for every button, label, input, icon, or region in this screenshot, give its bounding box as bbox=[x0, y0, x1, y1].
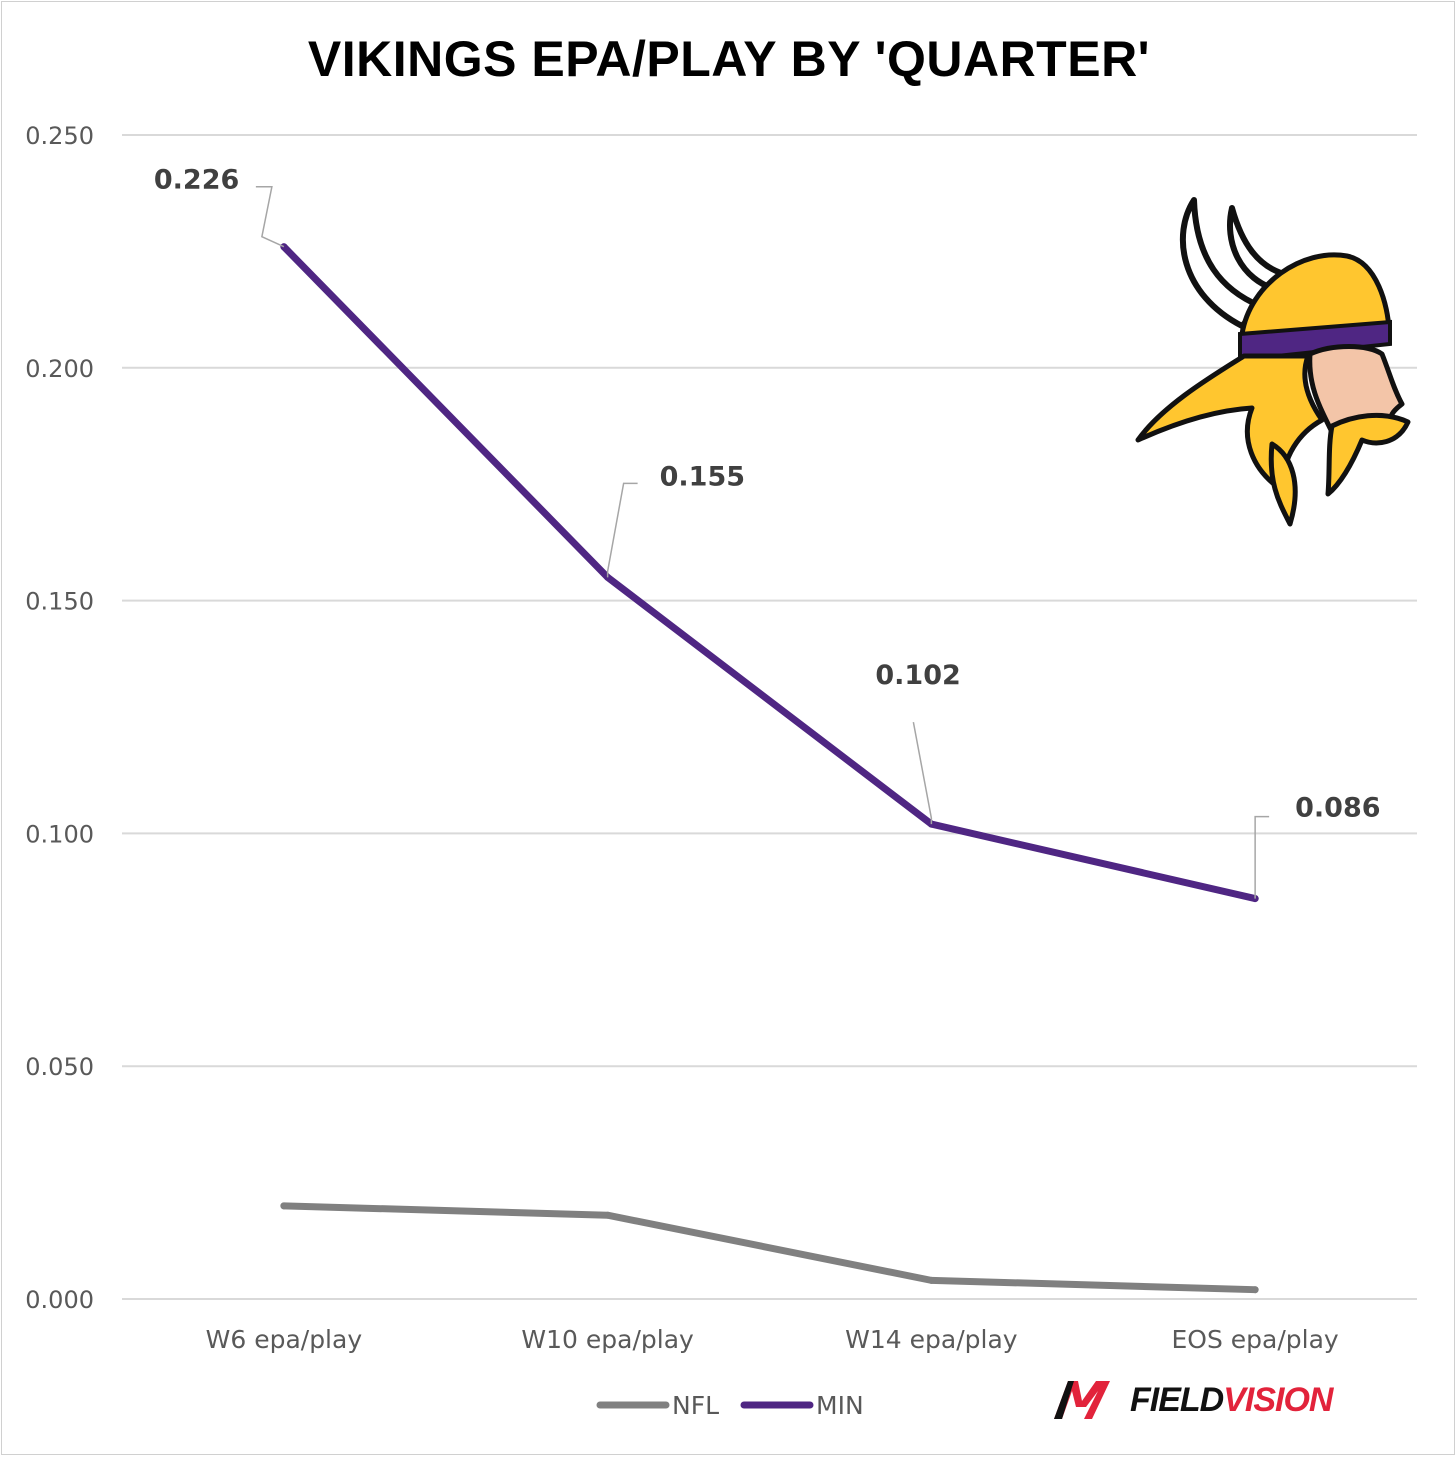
label-leader-line bbox=[255, 185, 285, 248]
data-point bbox=[604, 1211, 612, 1219]
gridlines bbox=[122, 134, 1417, 1300]
series-line-min bbox=[280, 243, 1259, 903]
wordmark-part2: VISION bbox=[1223, 1381, 1333, 1419]
legend-label: NFL bbox=[672, 1391, 719, 1420]
x-category-label: W6 epa/play bbox=[206, 1325, 363, 1354]
vikings-head-logo bbox=[1135, 197, 1411, 527]
data-point bbox=[280, 1202, 288, 1210]
data-label: 0.086 bbox=[1295, 793, 1380, 824]
data-label: 0.155 bbox=[660, 461, 745, 492]
wordmark-part1: FIELD bbox=[1130, 1381, 1224, 1419]
fieldvision-brand: FIELDVISION bbox=[1052, 1377, 1432, 1427]
y-tick-label: 0.100 bbox=[25, 820, 94, 848]
x-axis-categories: W6 epa/play W10 epa/play W14 epa/play EOS e… bbox=[206, 1325, 1339, 1354]
x-category-label: W14 epa/play bbox=[845, 1325, 1018, 1354]
y-axis-ticks: 0.000 0.050 0.100 0.150 0.200 0.250 bbox=[25, 122, 94, 1314]
series-lines bbox=[280, 243, 1259, 1294]
data-label: 0.226 bbox=[154, 165, 239, 196]
fieldvision-mark-icon bbox=[1054, 1381, 1110, 1419]
legend: NFL MIN bbox=[596, 1391, 864, 1420]
label-leader-line bbox=[606, 482, 638, 578]
data-label: 0.102 bbox=[875, 660, 960, 691]
y-tick-label: 0.050 bbox=[25, 1053, 94, 1081]
legend-label: MIN bbox=[816, 1391, 864, 1420]
x-category-label: W10 epa/play bbox=[521, 1325, 694, 1354]
data-point bbox=[1251, 1286, 1259, 1294]
y-tick-label: 0.200 bbox=[25, 355, 94, 383]
y-tick-label: 0.150 bbox=[25, 588, 94, 616]
data-point bbox=[927, 1276, 935, 1284]
y-tick-label: 0.250 bbox=[25, 122, 94, 150]
data-labels: 0.226 0.155 0.102 0.086 bbox=[154, 165, 1381, 899]
series-line-nfl bbox=[280, 1202, 1259, 1294]
label-leader-line bbox=[1254, 815, 1270, 899]
label-leader-line bbox=[912, 721, 933, 825]
chart-title: VIKINGS EPA/PLAY BY 'QUARTER' bbox=[307, 31, 1151, 87]
y-tick-label: 0.000 bbox=[25, 1286, 94, 1314]
x-category-label: EOS epa/play bbox=[1172, 1325, 1339, 1354]
fieldvision-wordmark: FIELDVISION bbox=[1130, 1381, 1333, 1420]
